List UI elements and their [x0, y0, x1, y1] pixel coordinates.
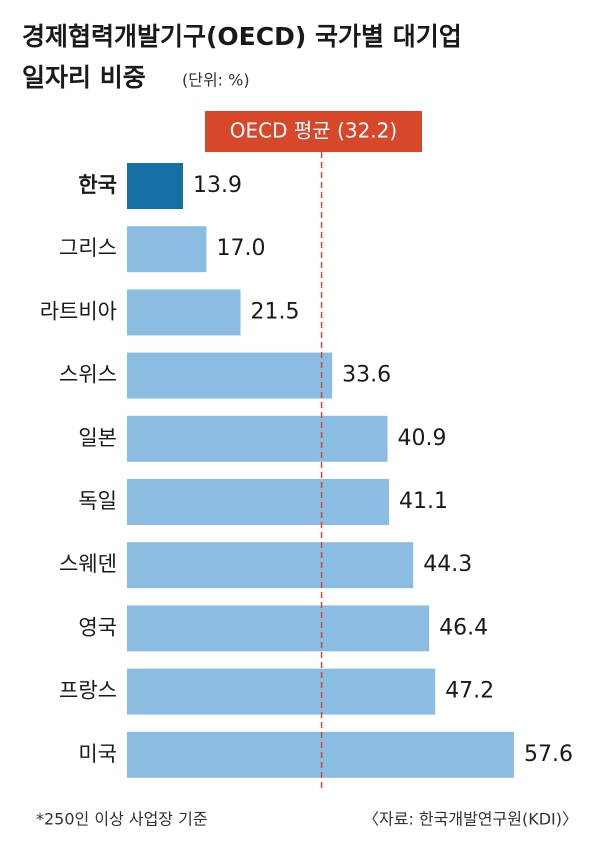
chart-subtitle: (단위: %) — [182, 71, 250, 90]
value-label: 17.0 — [216, 236, 265, 261]
reference-label: OECD 평균 (32.2) — [230, 119, 397, 143]
category-label: 독일 — [78, 489, 117, 513]
value-label: 57.6 — [524, 742, 573, 767]
category-label: 스웨덴 — [59, 552, 117, 576]
category-label: 영국 — [78, 615, 117, 639]
value-label: 33.6 — [342, 363, 391, 388]
bar — [127, 163, 183, 209]
category-label: 프랑스 — [59, 679, 117, 703]
source: 〈자료: 한국개발연구원(KDI)〉 — [363, 810, 578, 829]
bar — [127, 668, 436, 715]
category-label: 라트비아 — [40, 299, 117, 323]
category-label: 미국 — [78, 742, 117, 766]
value-label: 46.4 — [439, 615, 488, 640]
value-label: 13.9 — [193, 173, 242, 198]
bar — [127, 415, 388, 462]
category-label: 스위스 — [59, 363, 117, 387]
value-label: 40.9 — [397, 426, 446, 451]
reference-box — [205, 111, 422, 152]
bar — [127, 289, 241, 336]
chart-title: 일자리 비중 — [22, 63, 146, 92]
category-label: 일본 — [78, 426, 117, 450]
chart-title: 경제협력개발기구(OECD) 국가별 대기업 — [22, 22, 462, 51]
bar — [127, 731, 514, 778]
value-label: 44.3 — [423, 552, 472, 577]
bar — [127, 226, 207, 273]
value-label: 21.5 — [251, 299, 300, 324]
footnote: *250인 이상 사업장 기준 — [36, 810, 208, 829]
bar — [127, 542, 414, 589]
value-label: 41.1 — [399, 489, 448, 514]
bar — [127, 479, 389, 525]
category-label: 그리스 — [59, 236, 117, 260]
bar — [127, 352, 333, 399]
category-label: 한국 — [78, 173, 117, 197]
value-label: 47.2 — [445, 679, 494, 704]
bar — [127, 605, 430, 652]
